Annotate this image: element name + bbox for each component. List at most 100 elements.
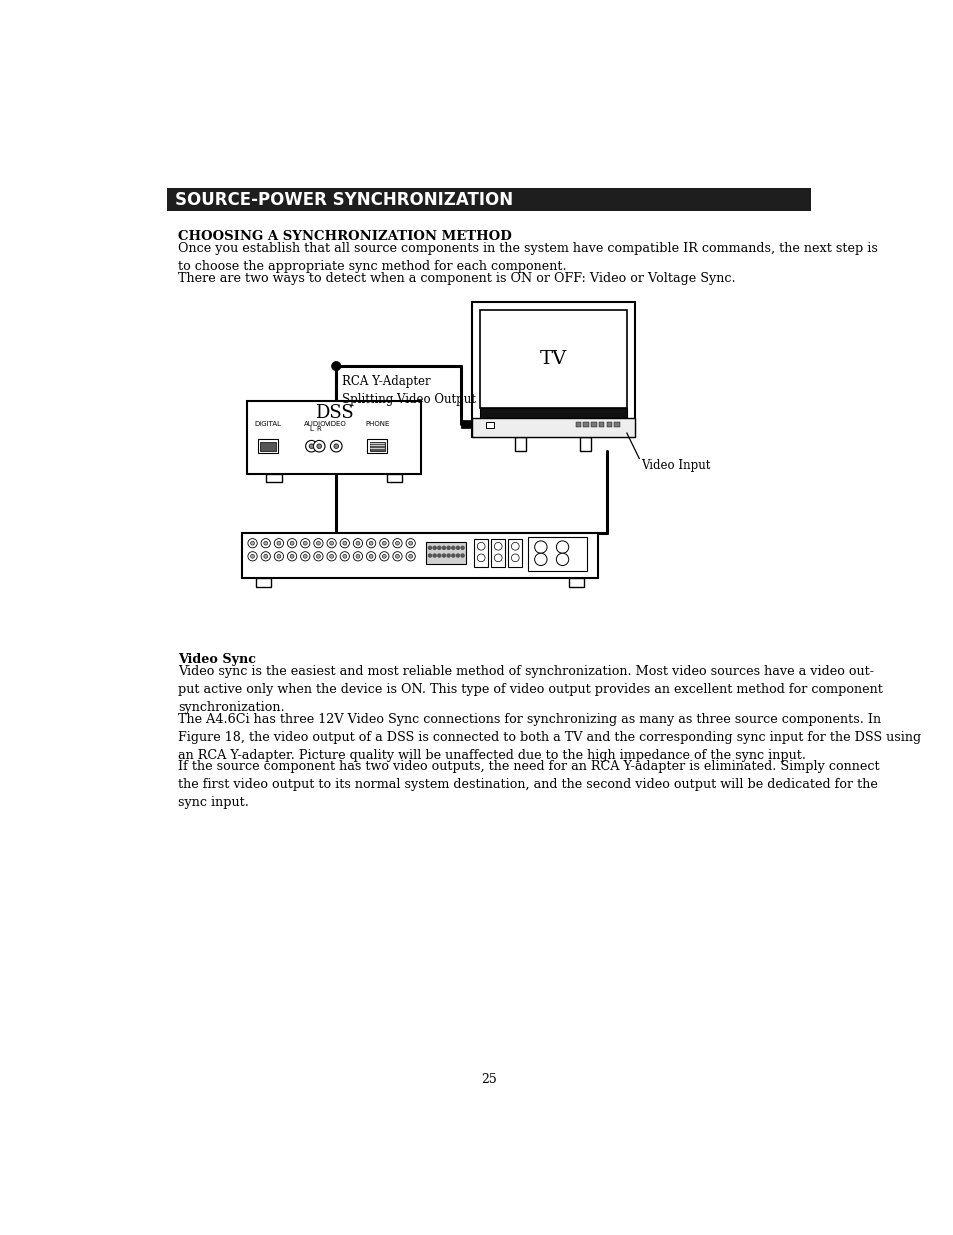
Circle shape (511, 542, 518, 550)
Text: DSS: DSS (314, 404, 354, 422)
Circle shape (330, 541, 334, 545)
Circle shape (276, 541, 280, 545)
Bar (579, 437, 591, 451)
Circle shape (442, 546, 445, 550)
Text: RCA Y-Adapter
Splitting Video Output: RCA Y-Adapter Splitting Video Output (342, 375, 476, 406)
Circle shape (447, 546, 450, 550)
Circle shape (452, 555, 455, 557)
Circle shape (287, 552, 296, 561)
Text: VIDEO: VIDEO (325, 421, 347, 427)
Circle shape (251, 555, 254, 558)
Circle shape (316, 541, 320, 545)
Circle shape (366, 538, 375, 548)
Bar (575, 422, 580, 427)
Circle shape (379, 552, 389, 561)
Bar (614, 422, 619, 427)
Bar (508, 540, 521, 567)
Circle shape (494, 555, 501, 562)
Circle shape (447, 555, 450, 557)
Circle shape (494, 542, 501, 550)
Bar (472, 303, 634, 437)
Text: 25: 25 (480, 1073, 497, 1087)
Bar (241, 534, 598, 578)
Circle shape (393, 538, 402, 548)
Circle shape (369, 541, 373, 545)
Circle shape (534, 553, 546, 566)
Circle shape (406, 538, 415, 548)
Circle shape (395, 555, 399, 558)
Circle shape (511, 555, 518, 562)
Circle shape (395, 541, 399, 545)
Circle shape (340, 538, 349, 548)
Circle shape (264, 555, 268, 558)
Circle shape (316, 443, 321, 448)
Circle shape (393, 552, 402, 561)
Text: Video sync is the easiest and most reliable method of synchronization. Most vide: Video sync is the easiest and most relia… (178, 664, 882, 714)
Text: PHONE: PHONE (365, 421, 389, 427)
Bar (479, 310, 626, 408)
Bar (515, 437, 525, 451)
Circle shape (342, 555, 346, 558)
Circle shape (300, 552, 310, 561)
Text: R: R (316, 426, 321, 432)
Bar (266, 474, 282, 482)
Circle shape (332, 362, 340, 370)
Circle shape (251, 541, 254, 545)
Circle shape (408, 555, 412, 558)
Circle shape (309, 443, 314, 448)
Bar (167, 188, 810, 211)
Bar (257, 440, 278, 453)
Circle shape (442, 555, 445, 557)
Bar (528, 537, 586, 571)
Circle shape (355, 541, 359, 545)
Circle shape (556, 541, 568, 553)
Bar (474, 540, 488, 567)
Text: DIGITAL: DIGITAL (254, 421, 281, 427)
Circle shape (303, 555, 307, 558)
Text: If the source component has two video outputs, the need for an RCA Y-adapter is : If the source component has two video ou… (178, 761, 879, 809)
Bar (583, 422, 588, 427)
Bar (598, 422, 604, 427)
Circle shape (340, 552, 349, 561)
Circle shape (460, 555, 464, 557)
Circle shape (261, 538, 270, 548)
Bar (260, 442, 275, 451)
Circle shape (327, 552, 335, 561)
Bar (485, 421, 493, 427)
Circle shape (353, 552, 362, 561)
Text: The A4.6Ci has three 12V Video Sync connections for synchronizing as many as thr: The A4.6Ci has three 12V Video Sync conn… (178, 713, 921, 762)
Bar (247, 401, 421, 474)
Bar (606, 422, 612, 427)
Circle shape (264, 541, 268, 545)
Bar (568, 578, 583, 587)
Circle shape (408, 541, 412, 545)
Circle shape (313, 441, 325, 452)
Circle shape (316, 555, 320, 558)
Text: Video Sync: Video Sync (178, 652, 256, 666)
Bar (255, 578, 271, 587)
Circle shape (476, 542, 484, 550)
Circle shape (437, 555, 440, 557)
Circle shape (456, 555, 459, 557)
Circle shape (476, 555, 484, 562)
Bar (386, 474, 402, 482)
Bar (591, 422, 596, 427)
Circle shape (366, 552, 375, 561)
Circle shape (534, 541, 546, 553)
Bar (460, 420, 472, 427)
Circle shape (433, 555, 436, 557)
Text: AUDIO: AUDIO (304, 421, 326, 427)
Circle shape (556, 553, 568, 566)
Circle shape (290, 541, 294, 545)
Circle shape (452, 546, 455, 550)
Circle shape (437, 546, 440, 550)
Circle shape (248, 538, 257, 548)
Circle shape (406, 552, 415, 561)
Circle shape (456, 546, 459, 550)
Circle shape (314, 538, 323, 548)
Circle shape (355, 555, 359, 558)
Bar (472, 419, 634, 437)
Text: Video Input: Video Input (640, 458, 709, 472)
Text: SOURCE-POWER SYNCHRONIZATION: SOURCE-POWER SYNCHRONIZATION (174, 190, 513, 209)
Text: There are two ways to detect when a component is ON or OFF: Video or Voltage Syn: There are two ways to detect when a comp… (178, 272, 735, 285)
